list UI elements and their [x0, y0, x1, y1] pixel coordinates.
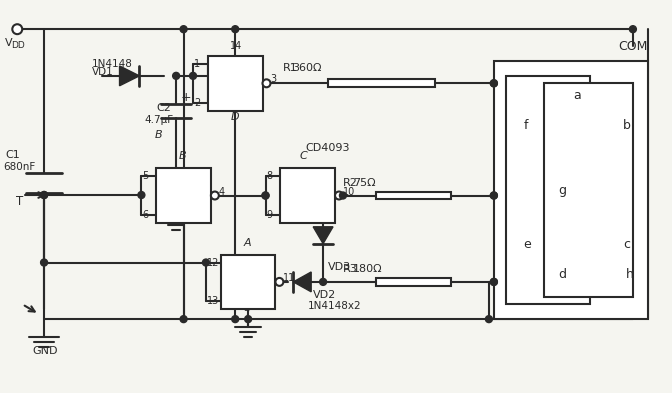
- Circle shape: [180, 316, 187, 323]
- Text: e: e: [523, 238, 532, 251]
- Text: 5: 5: [142, 171, 149, 181]
- Text: V: V: [5, 38, 13, 48]
- Circle shape: [138, 191, 145, 198]
- Circle shape: [232, 26, 239, 33]
- Text: B: B: [155, 130, 162, 140]
- Text: 75Ω: 75Ω: [353, 178, 376, 187]
- Circle shape: [202, 259, 210, 266]
- Bar: [376, 278, 451, 286]
- Text: 12: 12: [207, 257, 219, 268]
- Text: VD2: VD2: [313, 290, 337, 300]
- Circle shape: [491, 80, 497, 87]
- Circle shape: [491, 192, 497, 199]
- Polygon shape: [313, 227, 333, 244]
- Circle shape: [263, 79, 270, 87]
- Text: 180Ω: 180Ω: [353, 264, 382, 274]
- Circle shape: [190, 72, 196, 79]
- Text: A: A: [243, 238, 251, 248]
- Bar: [544, 83, 633, 297]
- Text: C2: C2: [157, 103, 171, 113]
- Text: h: h: [626, 268, 634, 281]
- Circle shape: [491, 278, 497, 285]
- Text: T: T: [16, 195, 24, 208]
- Circle shape: [335, 191, 343, 200]
- Text: VD3: VD3: [328, 263, 351, 272]
- Text: C1: C1: [5, 150, 20, 160]
- Text: 9: 9: [267, 210, 273, 220]
- Circle shape: [276, 278, 284, 286]
- Text: 4: 4: [219, 187, 225, 196]
- Text: 13: 13: [207, 296, 219, 306]
- Circle shape: [485, 316, 493, 323]
- Text: 14: 14: [230, 41, 243, 51]
- Text: 3: 3: [270, 74, 277, 84]
- Text: COM: COM: [618, 40, 647, 53]
- Circle shape: [339, 192, 347, 199]
- Text: DD: DD: [11, 40, 25, 50]
- Circle shape: [262, 192, 269, 199]
- Circle shape: [12, 24, 22, 34]
- Text: VD1: VD1: [92, 67, 114, 77]
- Text: b: b: [623, 119, 631, 132]
- Text: R1: R1: [282, 63, 297, 73]
- Text: 8: 8: [267, 171, 273, 181]
- Text: B: B: [179, 151, 186, 161]
- Text: f: f: [523, 119, 528, 132]
- Text: C: C: [300, 151, 308, 161]
- Text: g: g: [558, 184, 566, 196]
- Text: 360Ω: 360Ω: [292, 63, 322, 73]
- Text: +: +: [181, 91, 192, 104]
- Text: 1N4148: 1N4148: [92, 59, 132, 69]
- Text: GND: GND: [32, 346, 58, 356]
- Bar: [494, 61, 648, 319]
- Text: d: d: [558, 268, 566, 281]
- Circle shape: [491, 192, 497, 199]
- Text: 11: 11: [284, 273, 296, 283]
- Text: 680nF: 680nF: [3, 162, 36, 172]
- Circle shape: [173, 72, 179, 79]
- Bar: [506, 76, 590, 304]
- Circle shape: [630, 26, 636, 33]
- Text: D: D: [230, 112, 239, 121]
- Bar: [376, 191, 451, 200]
- Circle shape: [40, 259, 48, 266]
- Text: c: c: [623, 238, 630, 251]
- Text: 2: 2: [194, 98, 200, 108]
- Text: R2: R2: [343, 178, 358, 187]
- Circle shape: [491, 278, 497, 285]
- Text: 4.7μF: 4.7μF: [144, 114, 173, 125]
- Circle shape: [491, 80, 497, 87]
- Text: CD4093: CD4093: [305, 143, 349, 153]
- Bar: [208, 56, 263, 110]
- Circle shape: [211, 191, 219, 200]
- Bar: [157, 168, 211, 223]
- Circle shape: [40, 191, 48, 198]
- Text: 1N4148x2: 1N4148x2: [308, 301, 362, 311]
- Text: 7: 7: [243, 310, 249, 320]
- Circle shape: [245, 316, 251, 323]
- Bar: [221, 255, 276, 309]
- Text: 6: 6: [142, 210, 149, 220]
- Text: a: a: [573, 89, 581, 102]
- Circle shape: [180, 26, 187, 33]
- Circle shape: [40, 191, 48, 198]
- Circle shape: [320, 278, 327, 285]
- Text: 1: 1: [194, 59, 200, 69]
- Circle shape: [262, 192, 269, 199]
- Text: R3: R3: [343, 264, 358, 274]
- Polygon shape: [120, 66, 139, 86]
- Circle shape: [232, 316, 239, 323]
- Bar: [280, 168, 335, 223]
- Polygon shape: [293, 272, 311, 292]
- Text: 10: 10: [343, 187, 355, 196]
- Bar: [328, 79, 435, 87]
